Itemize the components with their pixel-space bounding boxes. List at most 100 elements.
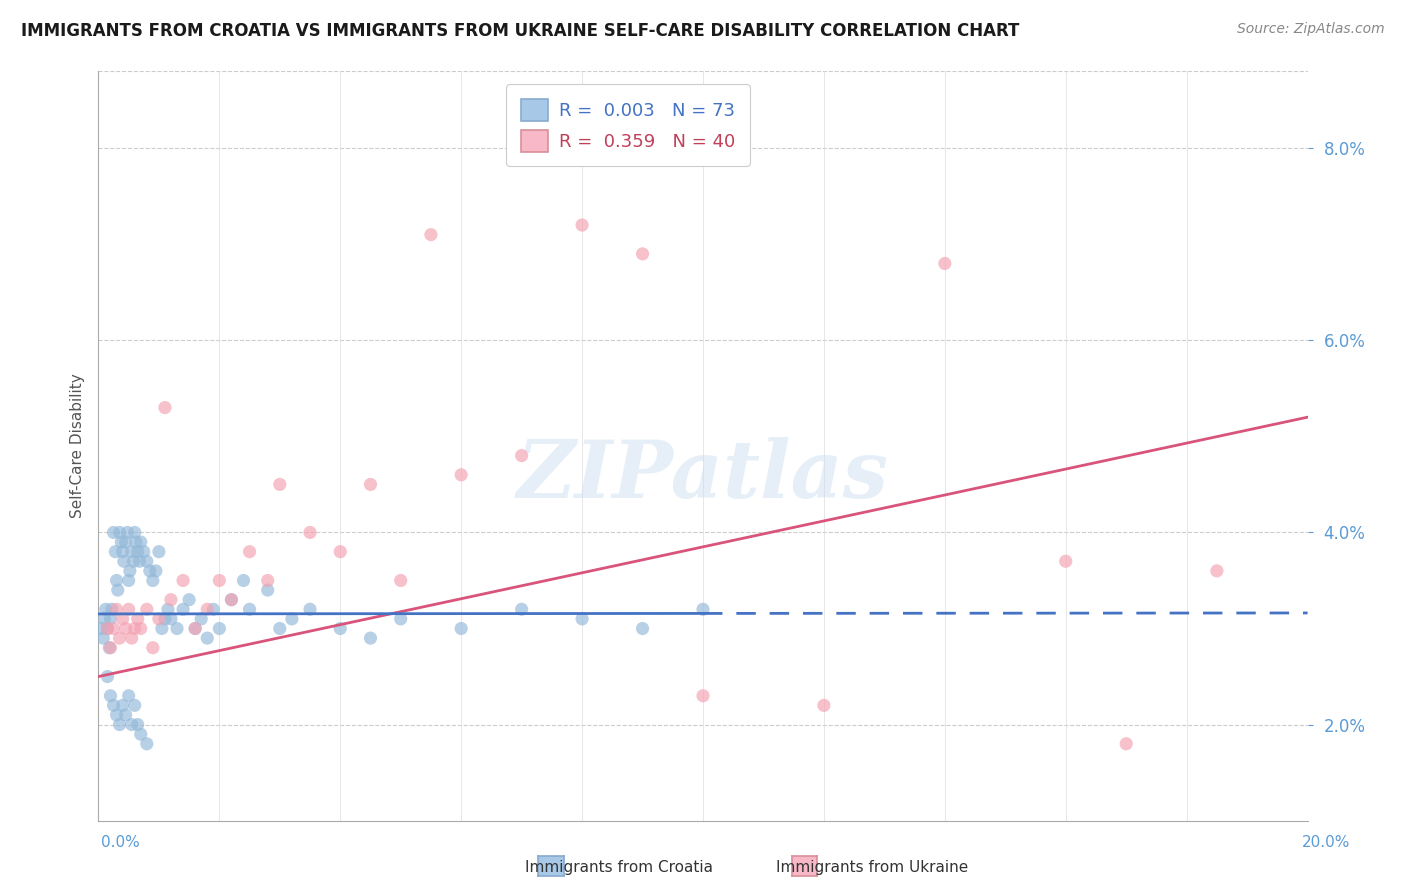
Point xyxy=(103,698,125,713)
Point xyxy=(934,256,956,270)
Point xyxy=(90,622,112,636)
Point xyxy=(96,622,118,636)
Text: ZIPatlas: ZIPatlas xyxy=(517,437,889,515)
Point xyxy=(195,602,218,616)
Point xyxy=(208,622,231,636)
Text: Source: ZipAtlas.com: Source: ZipAtlas.com xyxy=(1237,22,1385,37)
Point xyxy=(153,401,176,415)
Point xyxy=(329,544,352,558)
Point xyxy=(269,622,291,636)
Point xyxy=(631,247,654,261)
Point xyxy=(172,602,194,616)
Point xyxy=(100,689,122,703)
Point xyxy=(172,574,194,588)
Point xyxy=(450,467,472,482)
Point xyxy=(571,218,593,232)
Point xyxy=(103,622,125,636)
Y-axis label: Self-Care Disability: Self-Care Disability xyxy=(69,374,84,518)
Point xyxy=(100,602,122,616)
Point xyxy=(105,602,128,616)
Point xyxy=(121,544,143,558)
Point xyxy=(166,622,188,636)
Point xyxy=(118,602,141,616)
Point xyxy=(389,574,412,588)
Point xyxy=(299,602,322,616)
Point xyxy=(122,554,145,568)
Point xyxy=(256,583,278,598)
Point xyxy=(96,622,118,636)
Point xyxy=(692,689,714,703)
Point xyxy=(135,737,157,751)
Point xyxy=(148,544,170,558)
Point xyxy=(139,564,162,578)
Point xyxy=(108,525,131,540)
Point xyxy=(239,602,262,616)
Point xyxy=(135,602,157,616)
Point xyxy=(135,554,157,568)
Point xyxy=(112,554,135,568)
Point xyxy=(104,544,127,558)
Point xyxy=(91,631,114,645)
Point xyxy=(692,602,714,616)
Point xyxy=(142,574,165,588)
Point xyxy=(179,592,201,607)
Point xyxy=(150,622,173,636)
Point xyxy=(124,698,146,713)
Point xyxy=(110,535,132,549)
Point xyxy=(118,564,141,578)
Point xyxy=(221,592,243,607)
Point xyxy=(114,708,136,723)
Point xyxy=(100,612,122,626)
Point xyxy=(510,602,533,616)
Point xyxy=(195,631,218,645)
Point xyxy=(111,612,134,626)
Point xyxy=(114,622,136,636)
Point xyxy=(129,622,152,636)
Point xyxy=(631,622,654,636)
Text: Immigrants from Ukraine: Immigrants from Ukraine xyxy=(776,860,967,874)
Point xyxy=(108,717,131,731)
Point xyxy=(281,612,304,626)
Point xyxy=(221,592,243,607)
Point xyxy=(111,698,134,713)
Point xyxy=(125,535,148,549)
Point xyxy=(510,449,533,463)
Point xyxy=(114,535,136,549)
Point xyxy=(160,592,183,607)
Text: 20.0%: 20.0% xyxy=(1302,836,1350,850)
Point xyxy=(160,612,183,626)
Point xyxy=(184,622,207,636)
Point xyxy=(389,612,412,626)
Point xyxy=(129,727,152,741)
Point xyxy=(127,717,149,731)
Point xyxy=(96,669,118,683)
Point xyxy=(1054,554,1077,568)
Point xyxy=(132,544,155,558)
Point xyxy=(145,564,167,578)
Point xyxy=(450,622,472,636)
Point xyxy=(111,544,134,558)
Text: Immigrants from Croatia: Immigrants from Croatia xyxy=(524,860,713,874)
Point xyxy=(118,574,141,588)
Point xyxy=(103,525,125,540)
Point xyxy=(1206,564,1229,578)
Point xyxy=(239,544,262,558)
Point xyxy=(571,612,593,626)
Point xyxy=(360,477,382,491)
Point xyxy=(129,535,152,549)
Point xyxy=(148,612,170,626)
Point xyxy=(142,640,165,655)
Point xyxy=(105,708,128,723)
Point xyxy=(1115,737,1137,751)
Point xyxy=(107,583,129,598)
Point xyxy=(420,227,443,242)
Point xyxy=(153,612,176,626)
Point xyxy=(269,477,291,491)
Point xyxy=(208,574,231,588)
Point xyxy=(118,689,141,703)
Point xyxy=(121,717,143,731)
Point xyxy=(105,574,128,588)
Point xyxy=(124,622,146,636)
Point xyxy=(121,631,143,645)
Point xyxy=(360,631,382,645)
